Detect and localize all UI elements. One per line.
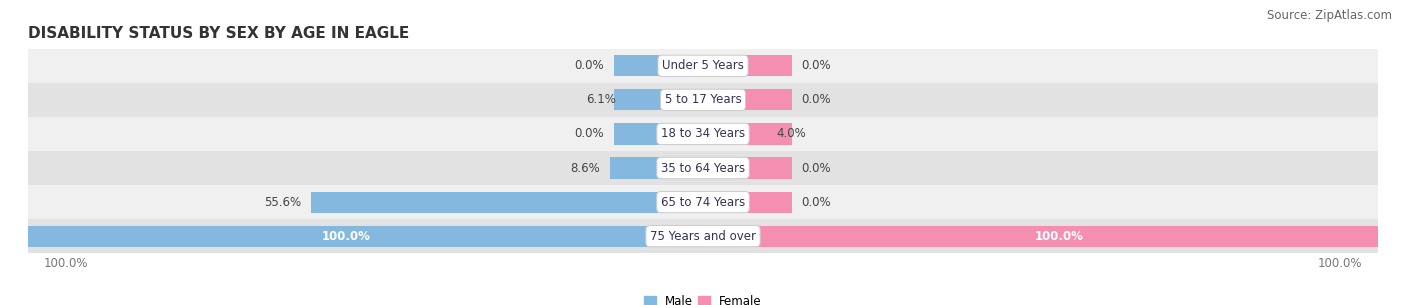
Bar (28, 157, 665, 178)
Text: DISABILITY STATUS BY SEX BY AGE IN EAGLE: DISABILITY STATUS BY SEX BY AGE IN EAGLE (28, 26, 409, 41)
Text: 65 to 74 Years: 65 to 74 Years (661, 196, 745, 209)
Bar (741, 226, 1378, 247)
Bar (311, 192, 665, 213)
Bar (28, 83, 1378, 117)
Text: 100.0%: 100.0% (1035, 230, 1084, 242)
Text: 100.0%: 100.0% (322, 230, 371, 242)
Text: 35 to 64 Years: 35 to 64 Years (661, 162, 745, 174)
Bar (741, 226, 1378, 247)
Bar (741, 89, 1378, 110)
Text: 75 Years and over: 75 Years and over (650, 230, 756, 242)
Text: 6.1%: 6.1% (586, 93, 616, 106)
Bar (741, 55, 1378, 76)
Text: 0.0%: 0.0% (801, 162, 831, 174)
Bar (741, 124, 1378, 145)
Bar (28, 89, 665, 110)
Text: 0.0%: 0.0% (801, 196, 831, 209)
Text: 18 to 34 Years: 18 to 34 Years (661, 127, 745, 140)
Bar (28, 185, 1378, 219)
Text: 0.0%: 0.0% (575, 59, 605, 72)
Bar (614, 124, 665, 145)
Bar (741, 55, 792, 76)
Bar (741, 124, 792, 145)
Bar (741, 157, 1378, 178)
Bar (741, 192, 792, 213)
Bar (741, 157, 792, 178)
Bar (610, 157, 665, 178)
Text: 0.0%: 0.0% (575, 127, 605, 140)
Bar (28, 226, 665, 247)
Bar (28, 192, 665, 213)
Text: Under 5 Years: Under 5 Years (662, 59, 744, 72)
Bar (28, 117, 1378, 151)
Text: 4.0%: 4.0% (776, 127, 806, 140)
Text: 8.6%: 8.6% (571, 162, 600, 174)
Bar (28, 226, 665, 247)
Bar (28, 219, 1378, 253)
Bar (741, 89, 792, 110)
Bar (28, 49, 1378, 83)
Bar (28, 124, 665, 145)
Bar (614, 89, 665, 110)
Text: 0.0%: 0.0% (801, 93, 831, 106)
Bar (28, 55, 665, 76)
Legend: Male, Female: Male, Female (640, 290, 766, 305)
Bar (741, 192, 1378, 213)
Text: Source: ZipAtlas.com: Source: ZipAtlas.com (1267, 9, 1392, 22)
Text: 55.6%: 55.6% (264, 196, 301, 209)
Text: 5 to 17 Years: 5 to 17 Years (665, 93, 741, 106)
Bar (28, 151, 1378, 185)
Text: 0.0%: 0.0% (801, 59, 831, 72)
Bar (614, 55, 665, 76)
